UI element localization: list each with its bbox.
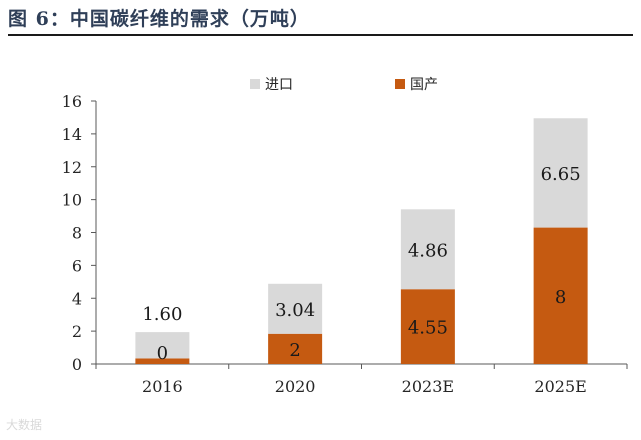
- legend: 进口 国产: [250, 77, 438, 93]
- bar-segment-domestic: [533, 227, 588, 364]
- data-label: 1.60: [142, 304, 182, 325]
- data-label: 2: [289, 340, 300, 361]
- data-label: 0: [157, 343, 168, 364]
- y-tick-label: 4: [72, 289, 82, 308]
- bars: [135, 118, 588, 364]
- legend-swatch: [250, 79, 260, 89]
- data-label: 4.55: [408, 318, 448, 339]
- x-tick-label: 2025E: [534, 377, 586, 396]
- bar-segment-import: [135, 332, 190, 359]
- y-tick-label: 14: [62, 125, 82, 144]
- data-label: 8: [555, 287, 566, 308]
- bar-segment-domestic: [400, 289, 455, 364]
- data-label: 6.65: [541, 164, 581, 185]
- y-tick-label: 10: [62, 191, 82, 210]
- x-tick-label: 2023E: [402, 377, 454, 396]
- bar-segment-import: [268, 283, 323, 334]
- data-labels: 0 1.60 2 3.04 4.55 4.86 8 6.65: [142, 164, 580, 364]
- x-tick-label: 2016: [142, 377, 183, 396]
- y-tick-label: 2: [72, 322, 82, 341]
- watermark: 大数据: [6, 418, 43, 432]
- bar-segment-import: [533, 118, 588, 228]
- data-label: 3.04: [275, 300, 315, 321]
- legend-swatch: [395, 79, 405, 89]
- bar-segment-domestic: [268, 333, 323, 364]
- y-tick-label: 6: [72, 256, 82, 275]
- figure-title: 图 6：中国碳纤维的需求（万吨）: [8, 8, 310, 30]
- y-tick-label: 0: [72, 355, 82, 374]
- y-tick-label: 12: [62, 158, 82, 177]
- data-label: 4.86: [408, 240, 448, 261]
- title-rule: [8, 34, 633, 36]
- bar-segment-domestic: [135, 358, 190, 364]
- legend-label: 国产: [410, 77, 438, 93]
- legend-label: 进口: [265, 77, 293, 93]
- bar-segment-import: [400, 209, 455, 290]
- axes: 0 2 4 6 8 10 12 14 16 2016 2020 2023E 2025E: [62, 92, 628, 396]
- y-tick-label: 16: [62, 92, 82, 111]
- y-tick-label: 8: [72, 224, 82, 243]
- x-tick-label: 2020: [275, 377, 316, 396]
